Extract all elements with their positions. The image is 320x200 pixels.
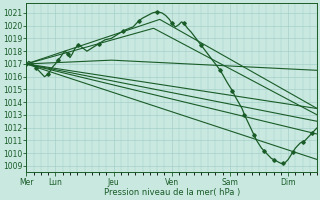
- X-axis label: Pression niveau de la mer( hPa ): Pression niveau de la mer( hPa ): [104, 188, 240, 197]
